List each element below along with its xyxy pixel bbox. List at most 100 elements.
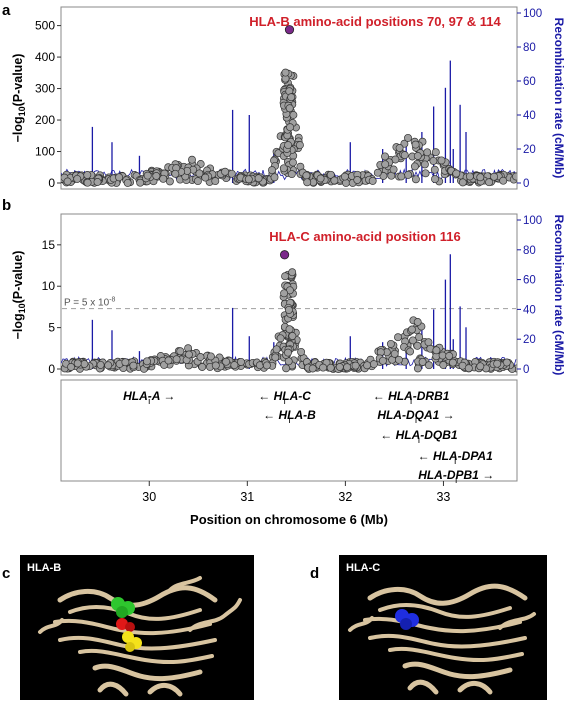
snp-point-b-475: [288, 332, 297, 340]
snp-point-a-380: [316, 174, 325, 183]
snp-point-b-390: [164, 356, 173, 365]
panel-b-threshold-label: P = 5 x 10-8: [64, 297, 115, 309]
snp-point-b-334: [237, 357, 245, 366]
snp-point-a-414: [244, 175, 253, 184]
snp-point-a-479: [287, 93, 296, 102]
panel-b-snp-points: [61, 250, 517, 373]
panel-b-y2label: Recombination rate (cM/Mb): [552, 215, 566, 376]
snp-point-a-369: [115, 173, 124, 182]
structure-c-label: HLA-B: [27, 562, 61, 574]
y-tick-label-b-3: 15: [42, 238, 56, 252]
snp-point-a-401: [83, 178, 92, 187]
snp-point-a-365: [303, 178, 312, 187]
snp-point-b-388: [222, 357, 231, 366]
snp-point-b-409: [406, 347, 415, 356]
snp-point-a-344: [268, 166, 276, 175]
snp-point-b-376: [176, 347, 185, 356]
snp-point-a-250: [411, 140, 420, 149]
snp-point-b-288: [96, 360, 105, 369]
y2-tick-label-b-3: 60: [523, 275, 536, 287]
snp-point-b-365: [172, 355, 181, 364]
snp-point-b-441: [281, 272, 290, 281]
snp-point-b-374: [104, 361, 113, 370]
snp-point-b-134: [415, 333, 424, 342]
y-tick-label-a-5: 500: [35, 19, 55, 33]
y-tick-label-a-0: 0: [48, 176, 55, 190]
snp-point-b-287: [418, 357, 427, 366]
structure-d-ribbons: [348, 583, 536, 695]
structure-d-label: HLA-C: [346, 562, 380, 574]
snp-point-b-415: [476, 362, 485, 371]
snp-point-b-411: [276, 334, 285, 343]
snp-point-a-141: [429, 156, 438, 165]
snp-point-a-411: [73, 174, 82, 183]
y2-tick-label-a-0: 0: [523, 178, 529, 190]
residue-yellow-3: [125, 642, 135, 652]
snp-point-b-476: [284, 305, 293, 314]
snp-point-b-343: [386, 339, 395, 348]
snp-point-a-405: [465, 172, 474, 181]
y2-tick-label-b-5: 100: [523, 215, 542, 227]
snp-point-a-390: [430, 165, 439, 174]
y2-tick-label-a-4: 80: [523, 42, 536, 54]
snp-point-a-417: [270, 173, 279, 182]
snp-point-b-418: [121, 358, 130, 367]
snp-point-b-337: [198, 363, 207, 371]
panel-b-ylabel-prefix: −log: [11, 313, 25, 339]
lead-snp-b: [279, 250, 290, 260]
snp-point-b-358: [211, 361, 220, 370]
y2-tick-label-a-2: 40: [523, 110, 536, 122]
x-tick-label-2: 32: [338, 490, 352, 504]
snp-point-b-381: [369, 360, 378, 369]
structure-panel-d: HLA-C: [339, 555, 547, 700]
snp-point-a-278: [404, 133, 412, 142]
snp-point-b-401: [413, 318, 422, 326]
snp-point-a-364: [490, 172, 499, 181]
snp-point-a-403: [136, 178, 145, 187]
snp-point-b-405: [129, 361, 138, 370]
x-axis-label: Position on chromosome 6 (Mb): [190, 512, 388, 527]
panel-a-axes: 0 100 200 300 400 500 0 20 40 60 80 100: [35, 8, 542, 190]
y-tick-label-b-1: 5: [48, 321, 55, 335]
snp-point-b-398: [432, 346, 441, 355]
y2-tick-label-b-4: 80: [523, 245, 536, 257]
snp-point-b-192: [413, 364, 422, 373]
snp-point-a-393: [340, 172, 349, 181]
lead-snp-a: [284, 25, 295, 35]
snp-point-b-413: [185, 350, 193, 359]
snp-point-a-400: [411, 175, 420, 184]
snp-point-b-397: [262, 361, 271, 370]
snp-point-a-184: [404, 170, 413, 179]
snp-point-a-392: [381, 160, 390, 169]
snp-point-b-375: [206, 352, 215, 361]
y2-tick-label-a-1: 20: [523, 144, 536, 156]
gene-label-hla-dpa1: ← HLA-DPA1: [418, 449, 493, 463]
panel-b-title: HLA-C amino-acid position 116: [269, 229, 460, 244]
panel-label-c: c: [2, 565, 10, 582]
gene-label-hla-b: ← HLA-B: [263, 408, 316, 422]
panel-b-threshold-text: P = 5 x 10: [64, 298, 110, 309]
panel-label-d: d: [310, 565, 319, 582]
snp-point-a-259: [289, 111, 298, 119]
snp-point-a-362: [431, 175, 439, 184]
snp-point-b-419: [439, 361, 448, 369]
y-tick-label-a-4: 400: [35, 50, 55, 64]
snp-point-b-410: [272, 345, 281, 354]
snp-point-a-336: [188, 155, 196, 164]
snp-point-a-415: [254, 174, 263, 183]
snp-point-a-404: [389, 165, 398, 174]
snp-point-b-404: [80, 360, 89, 368]
residue-blue-3: [400, 618, 412, 630]
snp-point-a-367: [93, 178, 102, 186]
snp-point-a-329: [326, 170, 335, 179]
snp-point-a-416: [63, 177, 72, 186]
snp-point-a-407: [123, 178, 132, 187]
snp-point-a-419: [143, 171, 152, 180]
snp-point-a-25: [421, 169, 430, 178]
snp-point-b-395: [378, 356, 387, 365]
snp-point-a-272: [381, 152, 389, 161]
y2-tick-label-b-1: 20: [523, 334, 536, 346]
snp-point-b-354: [424, 338, 433, 347]
gene-label-hla-dqa1: HLA-DQA1 →: [377, 408, 454, 422]
panel-label-a: a: [2, 2, 11, 19]
